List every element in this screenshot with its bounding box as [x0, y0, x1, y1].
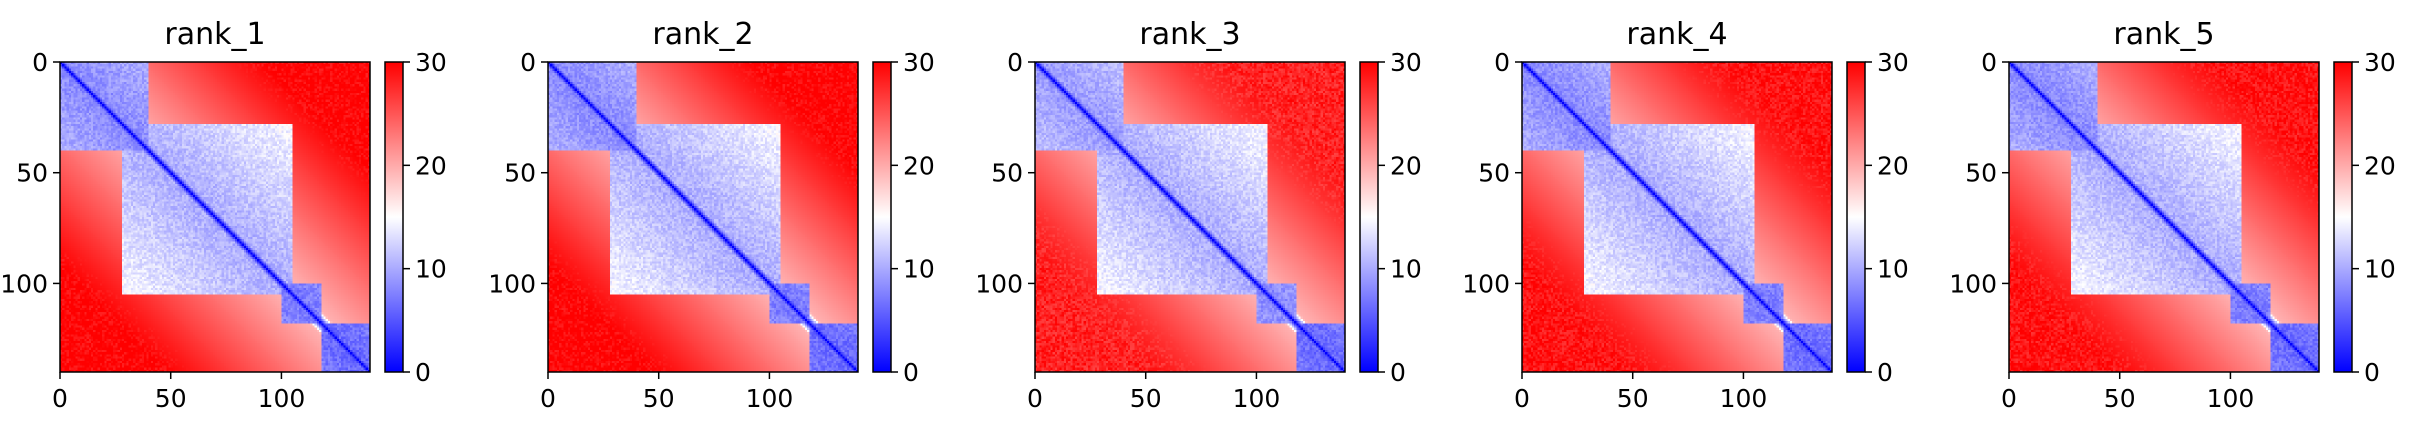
panel-rank_4: rank_4 0 50 100 0 50 100 0 10 20 30 [1462, 17, 1909, 413]
y-tick-label: 100 [1462, 269, 1510, 298]
panel-title: rank_2 [652, 17, 753, 52]
plot-frame [59, 61, 371, 373]
colorbar-tick-label: 30 [903, 48, 935, 77]
colorbar-tick-label: 0 [415, 358, 431, 387]
colorbar-tick-label: 30 [2364, 48, 2396, 77]
colorbar-tick-label: 10 [415, 255, 447, 284]
colorbar [384, 61, 404, 373]
colorbar-tick-label: 0 [1390, 358, 1406, 387]
colorbar-tick-label: 0 [903, 358, 919, 387]
y-tick-label: 50 [991, 159, 1023, 188]
panel-title: rank_4 [1626, 17, 1727, 52]
heatmap-image [1522, 62, 1832, 372]
panel-rank_1: rank_1 0 50 100 0 50 100 0 10 20 30 [0, 17, 447, 413]
heatmap-image [60, 62, 370, 372]
panel-title: rank_5 [2113, 17, 2214, 52]
y-tick-label: 50 [16, 159, 48, 188]
colorbar-tick-label: 0 [1877, 358, 1893, 387]
y-tick-label: 50 [1965, 159, 1997, 188]
y-tick-label: 0 [1007, 48, 1023, 77]
colorbar-tick-label: 10 [2364, 255, 2396, 284]
colorbar [1359, 61, 1379, 373]
y-tick-label: 50 [1478, 159, 1510, 188]
heatmap-image [2009, 62, 2319, 372]
x-tick-label: 100 [258, 384, 306, 413]
colorbar-tick-label: 20 [1390, 151, 1422, 180]
plot-frame [1521, 61, 1833, 373]
colorbar-tick-label: 10 [903, 255, 935, 284]
x-tick-label: 100 [1720, 384, 1768, 413]
plot-frame [1034, 61, 1346, 373]
y-tick-label: 100 [1949, 269, 1997, 298]
colorbar-tick-label: 20 [415, 151, 447, 180]
y-tick-label: 100 [975, 269, 1023, 298]
colorbar-tick-label: 10 [1390, 255, 1422, 284]
plot-frame [2008, 61, 2320, 373]
heatmap-image [548, 62, 858, 372]
colorbar-tick-label: 20 [1877, 151, 1909, 180]
x-tick-label: 50 [643, 384, 675, 413]
y-tick-label: 0 [520, 48, 536, 77]
x-tick-label: 100 [2207, 384, 2255, 413]
x-tick-label: 0 [1514, 384, 1530, 413]
colorbar-tick-label: 30 [1390, 48, 1422, 77]
colorbar-tick-label: 30 [1877, 48, 1909, 77]
plot-frame [547, 61, 859, 373]
panel-title: rank_1 [164, 17, 265, 52]
x-tick-label: 0 [540, 384, 556, 413]
x-tick-label: 50 [1617, 384, 1649, 413]
colorbar-tick-label: 10 [1877, 255, 1909, 284]
panel-rank_5: rank_5 0 50 100 0 50 100 0 10 20 30 [1949, 17, 2396, 413]
y-tick-label: 0 [1981, 48, 1997, 77]
y-tick-label: 0 [1494, 48, 1510, 77]
colorbar [2333, 61, 2353, 373]
colorbar-tick-label: 20 [903, 151, 935, 180]
colorbar-tick-label: 0 [2364, 358, 2380, 387]
colorbar-tick-label: 30 [415, 48, 447, 77]
y-tick-label: 100 [488, 269, 536, 298]
x-tick-label: 0 [2001, 384, 2017, 413]
y-tick-label: 50 [504, 159, 536, 188]
y-tick-label: 0 [32, 48, 48, 77]
panel-title: rank_3 [1139, 17, 1240, 52]
colorbar [1846, 61, 1866, 373]
panel-rank_3: rank_3 0 50 100 0 50 100 0 10 20 30 [975, 17, 1422, 413]
x-tick-label: 100 [1233, 384, 1281, 413]
panel-rank_2: rank_2 0 50 100 0 50 100 0 10 20 30 [488, 17, 935, 413]
colorbar-tick-label: 20 [2364, 151, 2396, 180]
heatmap-image [1035, 62, 1345, 372]
y-tick-label: 100 [0, 269, 48, 298]
x-tick-label: 0 [1027, 384, 1043, 413]
x-tick-label: 50 [155, 384, 187, 413]
x-tick-label: 50 [1130, 384, 1162, 413]
x-tick-label: 50 [2104, 384, 2136, 413]
x-tick-label: 100 [746, 384, 794, 413]
colorbar [872, 61, 892, 373]
x-tick-label: 0 [52, 384, 68, 413]
